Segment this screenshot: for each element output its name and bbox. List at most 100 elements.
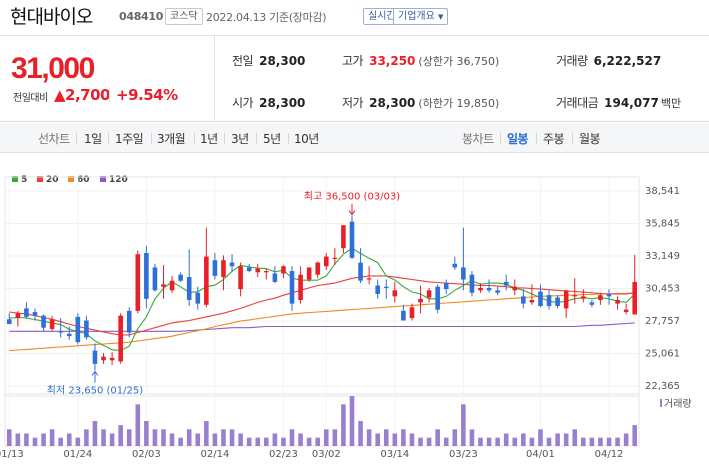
candle-body: [521, 296, 526, 304]
candle-body: [24, 308, 29, 317]
volume-bar: [418, 437, 423, 446]
volume-bar: [135, 404, 141, 446]
volume-bar: [298, 433, 303, 446]
amount-label: 거래대금: [556, 96, 599, 110]
x-tick-label: 03/23: [449, 449, 478, 460]
period-5y[interactable]: 5년: [263, 132, 281, 146]
divider: [194, 133, 195, 144]
volume-bar: [15, 433, 21, 446]
change-label: 전일대비: [13, 93, 48, 104]
volume-bar: [246, 437, 252, 446]
volume-bar: [529, 437, 535, 446]
stock-chart[interactable]: 5 20 60 120 38,541 35,845 33,149 30,453 27,7…: [0, 153, 709, 472]
candle-body: [632, 281, 638, 315]
period-1y[interactable]: 1년: [200, 132, 218, 146]
volume-bar: [186, 429, 192, 446]
volume-bar: [581, 437, 586, 446]
volume-bar: [555, 433, 560, 446]
x-tick-label: 02/03: [132, 449, 161, 460]
candle-body: [332, 257, 338, 260]
candle-body: [272, 273, 278, 282]
candle-body: [598, 295, 603, 300]
candle-body: [264, 271, 269, 273]
volume-bar: [589, 437, 595, 446]
lower-limit: (하한가 19,850): [418, 97, 500, 110]
volume-bar: [264, 437, 269, 446]
volume-value: 6,222,527: [593, 54, 662, 68]
candle-body: [212, 260, 218, 276]
legend-swatch: [68, 176, 74, 182]
volume-bar: [341, 404, 346, 446]
candle-body: [161, 284, 166, 287]
volume-bar: [75, 437, 81, 446]
candle-body: [49, 319, 55, 329]
current-price-box: 31,000 전일대비 ▲2,700 +9.54%: [0, 36, 215, 122]
candle-body: [555, 297, 560, 307]
company-overview-dropdown[interactable]: 기업개요 ▼: [393, 8, 449, 25]
max-price-label: 최고 36,500 (03/03): [304, 191, 400, 203]
period-3y[interactable]: 3년: [231, 132, 249, 146]
volume-bar: [332, 429, 338, 446]
y-tick-label: 27,757: [645, 316, 680, 327]
volume-label: 거래량: [556, 54, 588, 68]
candle-body: [581, 296, 586, 299]
volume-plot-frame: [4, 393, 640, 447]
legend-swatch: [100, 176, 106, 182]
reference-date: 2022.04.13 기준(장마감): [206, 11, 327, 24]
divider: [500, 133, 501, 144]
volume-bar: [452, 429, 458, 446]
volume-bar: [238, 433, 243, 446]
y-tick-label: 30,453: [645, 284, 680, 295]
candle-monthly[interactable]: 월봉: [579, 132, 601, 146]
volume-legend-swatch: [660, 399, 662, 407]
up-triangle-icon: ▲: [54, 86, 66, 104]
candle-body: [84, 320, 89, 338]
candle-body: [469, 274, 475, 293]
volume-bar: [426, 437, 432, 446]
max-arrow-head: [348, 210, 356, 216]
legend-label: 60: [77, 175, 90, 185]
volume-bar: [521, 433, 526, 446]
volume-bar: [152, 429, 158, 446]
volume-bar: [392, 433, 398, 446]
candle-body: [401, 310, 406, 321]
candle-body: [486, 287, 492, 291]
candle-body: [572, 295, 578, 297]
legend-swatch: [37, 176, 43, 182]
candle-body: [306, 267, 312, 280]
change-amount: 2,700: [65, 86, 110, 104]
line-chart-button[interactable]: 선차트: [38, 132, 70, 146]
prev-value: 28,300: [259, 54, 306, 68]
candle-chart-button[interactable]: 봉차트: [462, 132, 494, 146]
volume-bar: [443, 437, 449, 446]
y-tick-label: 38,541: [645, 186, 680, 197]
volume-bar: [101, 429, 106, 446]
candle-body: [289, 271, 295, 304]
volume-bar: [6, 429, 12, 446]
candle-weekly[interactable]: 주봉: [543, 132, 565, 146]
period-10y[interactable]: 10년: [294, 132, 319, 146]
volume-bar: [24, 433, 29, 446]
x-tick-label: 02/14: [200, 449, 229, 460]
period-1w[interactable]: 1주일: [115, 132, 144, 146]
period-1d[interactable]: 1일: [84, 132, 102, 146]
candle-body: [623, 309, 629, 313]
volume-bar: [204, 421, 209, 446]
ma60-line: [9, 292, 635, 352]
candle-body: [169, 280, 175, 291]
volume-bar: [49, 429, 55, 446]
y-tick-label: 33,149: [645, 251, 680, 262]
prev-label: 전일: [232, 54, 254, 68]
volume-bar: [383, 429, 389, 446]
candle-body: [135, 254, 141, 311]
divider: [572, 133, 573, 144]
min-price-label: 최저 23,650 (01/25): [47, 385, 143, 397]
y-tick-label: 22,365: [645, 381, 680, 392]
legend-label: 20: [46, 175, 59, 185]
divider: [224, 133, 225, 144]
period-3m[interactable]: 3개월: [157, 132, 186, 146]
candle-body: [41, 315, 46, 328]
volume-bar: [375, 433, 380, 446]
candle-daily[interactable]: 일봉: [507, 132, 529, 146]
ma20-line: [9, 275, 635, 336]
